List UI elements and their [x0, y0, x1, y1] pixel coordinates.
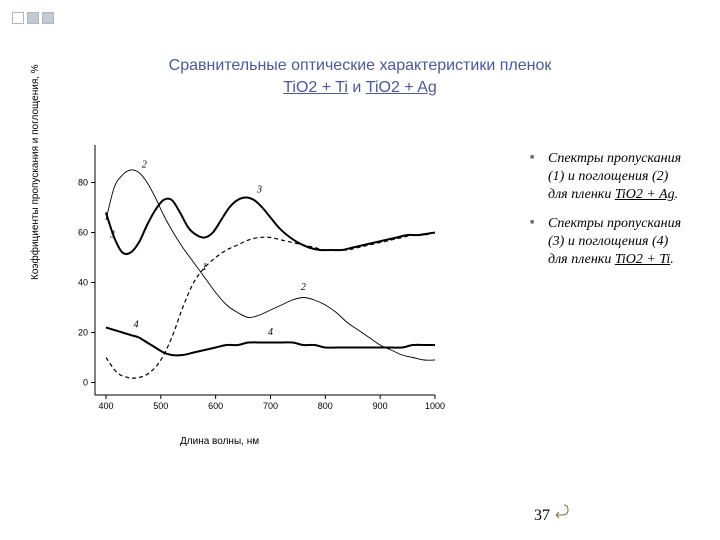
svg-text:1000: 1000: [425, 401, 445, 411]
y-axis-label: Коэффициенты пропускания и поглощения, %: [30, 64, 41, 280]
svg-text:0: 0: [83, 378, 88, 388]
svg-text:60: 60: [78, 228, 88, 238]
legend-item-2: Спектры пропускания (3) и поглощения (4)…: [548, 215, 690, 270]
legend-1-end: .: [675, 187, 679, 202]
title-formula-1: TiO2 + Ti: [283, 79, 348, 96]
svg-text:40: 40: [78, 278, 88, 288]
svg-text:800: 800: [318, 401, 333, 411]
svg-text:600: 600: [208, 401, 223, 411]
legend: Спектры пропускания (1) и поглощения (2)…: [530, 150, 690, 279]
svg-text:4: 4: [268, 327, 273, 338]
svg-text:2: 2: [301, 282, 306, 293]
svg-text:3: 3: [256, 185, 262, 196]
title-join: и: [348, 79, 366, 96]
svg-text:2: 2: [142, 160, 147, 171]
legend-1-formula: TiO2 + Ag: [615, 187, 675, 202]
slide-title: Сравнительные оптические характеристики …: [0, 55, 720, 100]
title-line-1: Сравнительные оптические характеристики …: [169, 57, 552, 74]
decorative-squares: [12, 12, 54, 24]
svg-text:900: 900: [373, 401, 388, 411]
page-number: 37: [534, 507, 550, 525]
svg-text:4: 4: [134, 320, 139, 331]
svg-text:700: 700: [263, 401, 278, 411]
legend-2-end: .: [670, 252, 674, 267]
return-arrow-icon: [550, 501, 570, 521]
svg-text:80: 80: [78, 178, 88, 188]
spectra-chart: 400 500 600 700 800 900 1000 0 20 40 60 80 1 2 2 3 3 4 4: [55, 135, 455, 445]
svg-text:3: 3: [109, 230, 115, 241]
title-formula-2: TiO2 + Ag: [366, 79, 437, 96]
svg-text:1: 1: [202, 262, 207, 273]
svg-text:400: 400: [98, 401, 113, 411]
page-number-value: 37: [534, 507, 550, 524]
svg-text:500: 500: [153, 401, 168, 411]
legend-2-formula: TiO2 + Ti: [615, 252, 670, 267]
legend-item-1: Спектры пропускания (1) и поглощения (2)…: [548, 150, 690, 205]
svg-text:20: 20: [78, 328, 88, 338]
